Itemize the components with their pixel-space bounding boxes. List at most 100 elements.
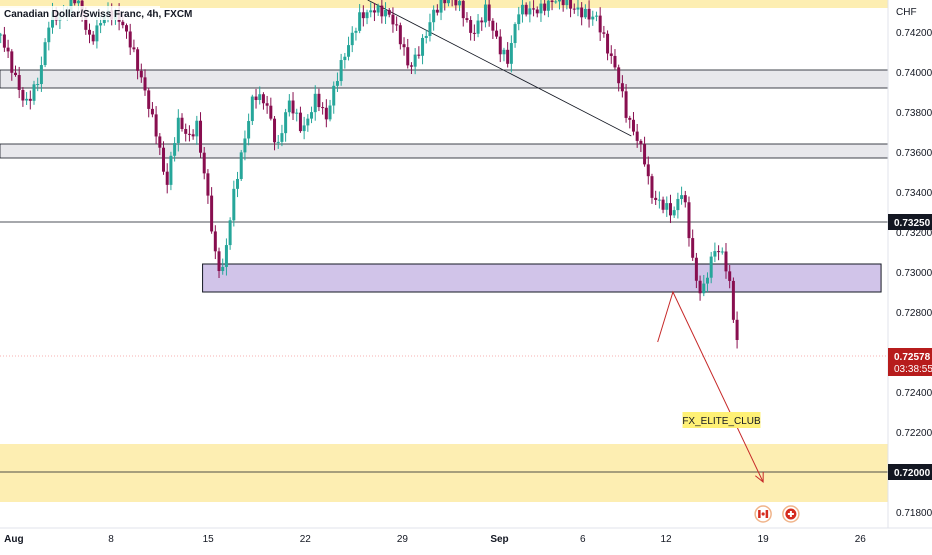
- candle-body: [239, 152, 243, 179]
- candle-body: [546, 0, 550, 11]
- price-tag-bg: [888, 214, 932, 230]
- candle-body: [702, 283, 706, 294]
- candle-body: [620, 83, 624, 92]
- candle-body: [317, 93, 321, 108]
- y-tick-label: 0.73200: [896, 228, 932, 239]
- candle-body: [199, 120, 203, 153]
- y-tick-label: 0.73000: [896, 268, 932, 279]
- resistance-band: [0, 69, 889, 89]
- candle-body: [572, 8, 576, 10]
- candle-body: [446, 0, 450, 4]
- candle-body: [380, 5, 384, 17]
- annotation-label: FX_ELITE_CLUB: [682, 412, 761, 428]
- annotation-bg: [682, 412, 761, 428]
- candle-body: [265, 103, 269, 106]
- candle-body: [498, 36, 502, 55]
- candle-body: [10, 51, 14, 73]
- candle-body: [517, 14, 521, 25]
- candle-body: [465, 18, 469, 20]
- candle-body: [698, 280, 702, 294]
- candle-body: [472, 32, 476, 34]
- candle-body: [95, 25, 99, 42]
- candles: [0, 0, 739, 349]
- flag-bar-right: [765, 510, 769, 518]
- candle-body: [310, 112, 314, 119]
- candle-body: [73, 0, 77, 4]
- title-bg: [0, 6, 160, 20]
- candle-body: [228, 220, 232, 246]
- candle-body: [180, 117, 184, 129]
- candle-body: [650, 176, 654, 198]
- flag-bar-left: [758, 510, 761, 518]
- candle-body: [705, 277, 709, 284]
- candle-body: [543, 3, 547, 11]
- chart-title: Canadian Dollar/Swiss Franc, 4h, FXCM: [4, 9, 192, 20]
- candle-body: [76, 0, 80, 4]
- candle-body: [502, 49, 506, 55]
- current-price-tag: [888, 348, 932, 376]
- candle-body: [339, 60, 343, 82]
- y-tick-label: 0.73400: [896, 188, 932, 199]
- candle-body: [402, 44, 406, 48]
- candle-body: [539, 3, 543, 14]
- candle-body: [565, 0, 569, 6]
- y-tick-label: 0.71800: [896, 508, 932, 519]
- candle-body: [583, 8, 587, 18]
- candle-body: [0, 34, 3, 36]
- candle-body: [158, 136, 162, 148]
- candle-body: [206, 173, 210, 196]
- x-tick-label: 19: [758, 534, 770, 545]
- target-zone: [0, 444, 888, 502]
- candle-body: [99, 23, 103, 26]
- candle-body: [458, 0, 462, 6]
- candle-body: [613, 55, 617, 68]
- candle-body: [121, 21, 125, 26]
- time-axis: Aug 8 15 22 29 Sep 6 12 19 26: [0, 527, 932, 550]
- candle-body: [6, 47, 10, 52]
- candle-body: [561, 0, 565, 6]
- candle-body: [258, 94, 262, 101]
- candle-body: [720, 251, 724, 253]
- candle-body: [350, 32, 354, 46]
- candle-body: [617, 67, 621, 84]
- candle-body: [232, 188, 236, 221]
- candle-body: [676, 198, 680, 211]
- y-tick-label: 0.73800: [896, 108, 932, 119]
- candle-body: [13, 72, 17, 76]
- candle-body: [395, 24, 399, 26]
- candle-body: [461, 0, 465, 19]
- candle-body: [291, 100, 295, 114]
- candle-body: [221, 266, 225, 272]
- candle-body: [176, 117, 180, 144]
- candle-body: [169, 155, 173, 185]
- candle-body: [217, 251, 221, 272]
- x-tick-label: Sep: [490, 534, 508, 545]
- top-zone: [0, 0, 888, 8]
- candle-body: [162, 147, 166, 172]
- price-axis-bg: [888, 0, 932, 550]
- candle-body: [657, 199, 661, 201]
- candle-body: [646, 164, 650, 177]
- candle-body: [313, 93, 317, 113]
- maple-leaf: [761, 512, 765, 516]
- candle-body: [165, 171, 169, 185]
- x-tick-label: 26: [855, 534, 867, 545]
- y-tick-label: 0.72200: [896, 428, 932, 439]
- candle-body: [347, 45, 351, 57]
- candle-body: [376, 5, 380, 13]
- candle-body: [513, 24, 517, 44]
- candle-body: [609, 53, 613, 56]
- candle-body: [391, 14, 395, 25]
- candle-body: [154, 114, 158, 137]
- annotation-text: FX_ELITE_CLUB: [682, 416, 761, 427]
- candle-body: [139, 70, 143, 78]
- candle-body: [694, 257, 698, 281]
- price-tag-label: 0.73250: [894, 218, 931, 229]
- candle-body: [606, 33, 610, 54]
- candle-body: [354, 30, 358, 33]
- candle-body: [269, 105, 273, 119]
- current-price-value: 0.72578: [894, 352, 931, 363]
- candle-body: [528, 8, 532, 15]
- candle-body: [469, 19, 473, 33]
